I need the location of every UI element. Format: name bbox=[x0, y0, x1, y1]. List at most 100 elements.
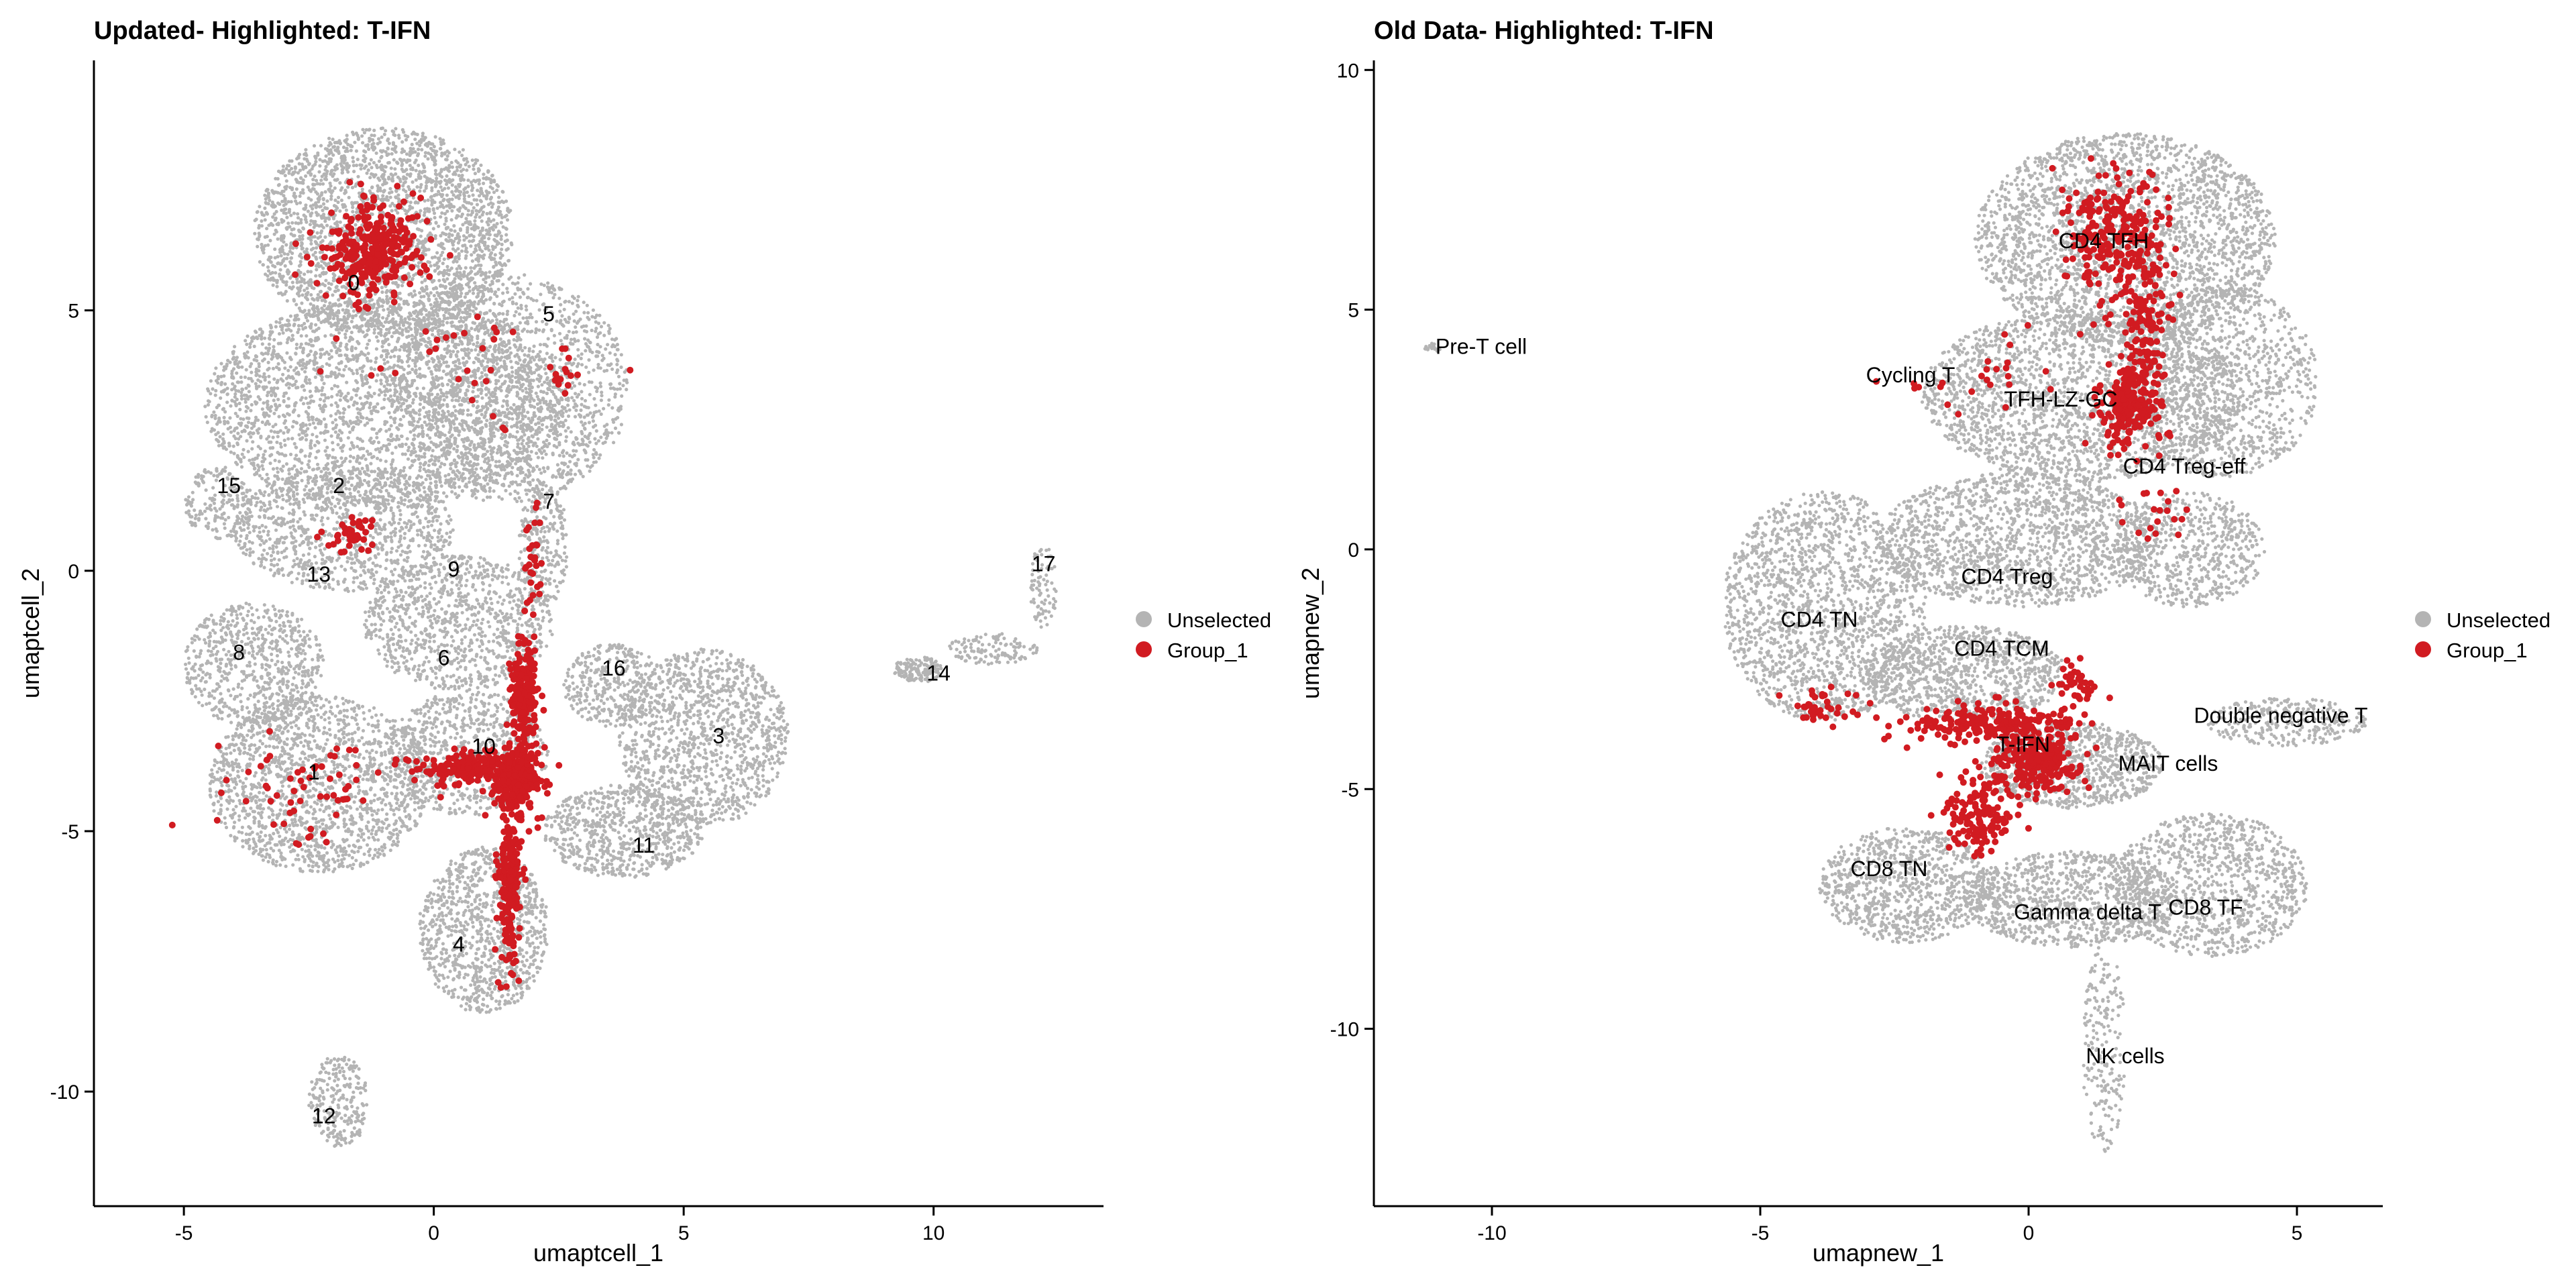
unselected-point bbox=[441, 319, 445, 323]
unselected-point bbox=[321, 159, 325, 163]
unselected-point bbox=[274, 271, 278, 275]
unselected-point bbox=[284, 207, 288, 211]
unselected-point bbox=[421, 169, 425, 174]
unselected-point bbox=[254, 415, 258, 419]
unselected-point bbox=[435, 314, 440, 318]
unselected-point bbox=[306, 270, 310, 274]
unselected-point bbox=[285, 299, 289, 303]
unselected-point bbox=[509, 360, 513, 364]
unselected-point bbox=[450, 183, 454, 187]
unselected-point bbox=[407, 317, 412, 321]
unselected-point bbox=[472, 198, 476, 202]
unselected-point bbox=[294, 187, 299, 191]
unselected-point bbox=[362, 166, 366, 170]
unselected-point bbox=[504, 213, 508, 217]
unselected-point bbox=[453, 229, 457, 233]
unselected-point bbox=[451, 193, 455, 197]
unselected-point bbox=[464, 266, 468, 270]
unselected-point bbox=[396, 427, 400, 431]
unselected-point bbox=[333, 198, 337, 203]
unselected-point bbox=[387, 142, 391, 146]
unselected-point bbox=[237, 401, 241, 406]
unselected-point bbox=[248, 345, 252, 350]
unselected-point bbox=[260, 460, 264, 464]
unselected-point bbox=[422, 166, 427, 170]
unselected-point bbox=[273, 264, 277, 269]
unselected-point bbox=[283, 174, 287, 178]
unselected-point bbox=[370, 186, 374, 190]
unselected-point bbox=[363, 160, 367, 164]
unselected-point bbox=[477, 194, 482, 198]
unselected-point bbox=[434, 480, 438, 484]
unselected-point bbox=[486, 223, 490, 227]
unselected-point bbox=[285, 227, 289, 231]
unselected-point bbox=[453, 172, 458, 176]
unselected-point bbox=[425, 207, 429, 211]
unselected-point bbox=[379, 126, 384, 131]
unselected-point bbox=[411, 398, 415, 402]
unselected-point bbox=[367, 339, 372, 343]
unselected-point bbox=[492, 191, 496, 195]
unselected-point bbox=[309, 325, 313, 329]
unselected-point bbox=[265, 227, 269, 231]
unselected-point bbox=[343, 335, 347, 339]
unselected-point bbox=[301, 237, 305, 241]
unselected-point bbox=[472, 167, 476, 171]
unselected-point bbox=[367, 327, 371, 331]
unselected-point bbox=[394, 127, 398, 131]
unselected-point bbox=[510, 243, 514, 247]
unselected-point bbox=[315, 268, 319, 272]
unselected-point bbox=[292, 476, 297, 480]
unselected-point bbox=[385, 376, 389, 380]
unselected-point bbox=[304, 148, 308, 152]
unselected-point bbox=[457, 197, 461, 201]
unselected-point bbox=[376, 373, 380, 377]
unselected-point bbox=[445, 268, 450, 272]
unselected-point bbox=[499, 237, 503, 241]
unselected-point bbox=[462, 178, 466, 182]
unselected-point bbox=[500, 242, 504, 246]
unselected-point bbox=[276, 378, 280, 382]
unselected-point bbox=[478, 229, 482, 233]
unselected-point bbox=[323, 334, 327, 338]
unselected-point bbox=[337, 298, 341, 302]
unselected-point bbox=[222, 415, 226, 420]
unselected-point bbox=[328, 301, 332, 305]
unselected-point bbox=[273, 247, 277, 252]
unselected-point bbox=[496, 229, 501, 233]
unselected-point bbox=[233, 437, 237, 441]
unselected-point bbox=[351, 314, 355, 318]
unselected-point bbox=[216, 431, 220, 435]
unselected-point bbox=[413, 138, 417, 142]
unselected-point bbox=[300, 241, 304, 245]
unselected-point bbox=[307, 236, 311, 240]
unselected-point bbox=[343, 301, 347, 305]
unselected-point bbox=[447, 197, 451, 201]
unselected-point bbox=[453, 259, 457, 263]
unselected-points bbox=[184, 126, 1058, 1148]
unselected-point bbox=[344, 140, 348, 144]
unselected-point bbox=[489, 180, 493, 184]
unselected-point bbox=[494, 388, 498, 392]
unselected-point bbox=[225, 400, 229, 405]
unselected-point bbox=[294, 421, 299, 425]
unselected-point bbox=[464, 217, 468, 221]
unselected-point bbox=[275, 466, 279, 470]
unselected-point bbox=[378, 449, 382, 454]
unselected-point bbox=[284, 202, 288, 206]
unselected-point bbox=[460, 341, 464, 346]
unselected-point bbox=[545, 425, 549, 429]
unselected-point bbox=[476, 394, 480, 398]
unselected-point bbox=[334, 401, 338, 405]
unselected-point bbox=[319, 320, 323, 325]
unselected-point bbox=[392, 354, 396, 358]
unselected-point bbox=[494, 211, 498, 215]
unselected-point bbox=[375, 456, 380, 461]
unselected-point bbox=[313, 375, 317, 379]
unselected-point bbox=[309, 302, 313, 306]
unselected-point bbox=[453, 148, 457, 152]
unselected-point bbox=[466, 408, 470, 413]
unselected-point bbox=[462, 238, 466, 242]
unselected-point bbox=[343, 364, 348, 368]
unselected-point bbox=[437, 278, 441, 282]
